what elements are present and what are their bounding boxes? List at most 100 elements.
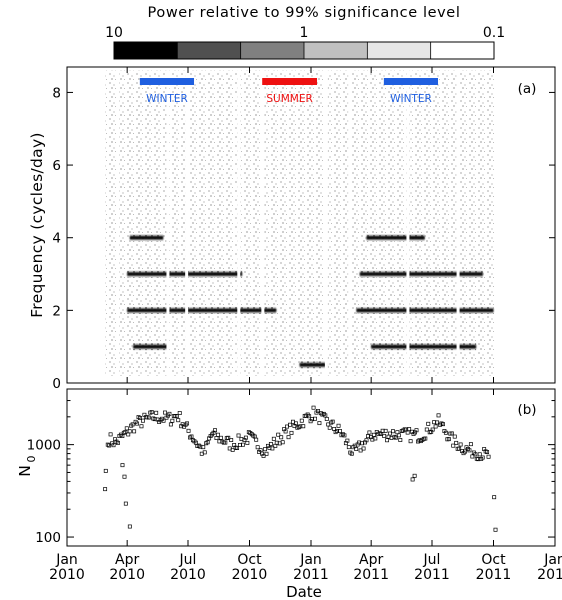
frequency-bands — [127, 234, 494, 369]
data-point — [342, 433, 347, 438]
data-point — [115, 440, 120, 445]
data-point — [289, 430, 294, 435]
data-point — [485, 450, 490, 454]
y-tick-label: 4 — [52, 231, 61, 247]
panel-b-frame — [66, 388, 556, 547]
frequency-band — [127, 308, 277, 313]
data-point — [346, 445, 351, 450]
data-gap — [406, 67, 410, 383]
data-point — [493, 527, 498, 532]
colorbar-tick-label: 0.1 — [483, 25, 505, 41]
season-label: SUMMER — [266, 93, 312, 105]
x-tick-label-year: 2010 — [170, 567, 206, 583]
panel-a-label: (a) — [518, 81, 537, 97]
data-point — [189, 434, 194, 439]
data-point — [316, 409, 320, 413]
data-point — [235, 446, 240, 450]
data-point — [430, 427, 435, 432]
data-point — [385, 438, 390, 443]
colorbar-swatch — [240, 42, 305, 59]
y-tick-label: 6 — [52, 158, 61, 174]
data-point — [108, 432, 113, 437]
data-point — [202, 450, 207, 455]
x-tick-label-month: Jul — [423, 552, 441, 568]
data-point — [123, 430, 128, 435]
data-point — [255, 445, 260, 450]
colorbar-swatch — [304, 42, 368, 59]
data-point — [410, 477, 415, 482]
colorbar-swatches — [114, 42, 495, 59]
data-point — [443, 430, 448, 435]
data-gap — [324, 67, 328, 383]
x-tick-label-year: 2011 — [476, 567, 512, 583]
data-point — [122, 474, 127, 479]
data-point — [276, 432, 281, 437]
data-point — [140, 418, 145, 423]
data-point — [301, 424, 306, 429]
data-point — [124, 426, 129, 431]
colorbar-tick-label: 1 — [300, 25, 309, 41]
data-point — [103, 468, 108, 473]
panel-b-y-label-main: N — [16, 465, 34, 477]
data-point — [426, 421, 431, 426]
colorbar-swatch — [430, 42, 495, 59]
data-point — [446, 437, 451, 442]
data-point — [174, 414, 179, 419]
data-point — [345, 438, 350, 443]
data-point — [176, 418, 181, 423]
data-point — [111, 443, 116, 448]
scatter-points — [103, 405, 498, 532]
data-point — [313, 416, 317, 421]
data-point — [398, 438, 403, 442]
data-point — [163, 410, 167, 415]
frequency-band — [127, 272, 243, 276]
data-point — [154, 410, 159, 415]
colorbar-swatch — [177, 42, 242, 59]
data-gap — [237, 67, 241, 383]
spectrogram-noise — [105, 70, 496, 376]
panel-a-x-ticks — [66, 67, 556, 383]
colorbar-swatch — [367, 42, 432, 59]
data-point — [452, 434, 457, 439]
data-point — [245, 440, 250, 445]
data-point — [354, 447, 359, 451]
season-bar — [139, 78, 195, 85]
data-point — [373, 436, 378, 441]
spectrogram-background — [105, 70, 496, 376]
data-point — [223, 440, 228, 445]
data-point — [408, 439, 413, 444]
data-point — [338, 429, 342, 434]
data-point — [492, 495, 497, 500]
data-point — [288, 422, 292, 427]
data-point — [264, 451, 269, 456]
panel-b-x-axis: Jan2010Apr2010Jul2010Oct2010Jan2011Apr20… — [49, 389, 562, 583]
data-point — [261, 453, 266, 458]
data-point — [138, 416, 142, 420]
data-point — [383, 428, 388, 433]
panel-a-y-label: Frequency (cycles/day) — [28, 132, 46, 318]
data-point — [123, 501, 128, 506]
x-tick-label-year: 2011 — [353, 567, 389, 583]
data-point — [388, 431, 392, 436]
panel-b: Jan2010Apr2010Jul2010Oct2010Jan2011Apr20… — [16, 388, 562, 600]
panel-b-y-axis: 100 1000 — [27, 400, 555, 546]
frequency-band — [356, 308, 494, 313]
data-point — [280, 440, 285, 445]
y-tick-label: 100 — [35, 530, 61, 546]
data-point — [214, 436, 219, 440]
colorbar-frame — [113, 41, 495, 60]
data-point — [423, 436, 428, 441]
x-tick-label-year: 2010 — [232, 567, 268, 583]
data-point — [396, 433, 401, 438]
frequency-band — [133, 344, 168, 349]
data-point — [330, 419, 335, 424]
season-bar — [383, 78, 439, 85]
data-gap — [348, 67, 352, 383]
data-point — [201, 445, 206, 450]
x-tick-label-month: Oct — [237, 552, 262, 568]
data-point — [470, 454, 475, 459]
data-point — [132, 429, 137, 434]
data-point — [213, 428, 217, 433]
data-gap — [261, 67, 265, 383]
frequency-band — [371, 344, 477, 349]
